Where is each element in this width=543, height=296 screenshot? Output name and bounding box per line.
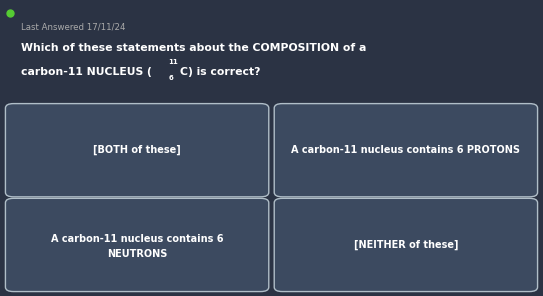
Text: carbon-11 NUCLEUS (: carbon-11 NUCLEUS (: [21, 67, 151, 77]
FancyBboxPatch shape: [274, 104, 538, 197]
FancyBboxPatch shape: [274, 198, 538, 292]
Text: Last Answered 17/11/24: Last Answered 17/11/24: [21, 22, 125, 31]
FancyBboxPatch shape: [5, 198, 269, 292]
FancyBboxPatch shape: [5, 104, 269, 197]
Text: 6: 6: [168, 75, 173, 81]
Text: [BOTH of these]: [BOTH of these]: [93, 145, 181, 155]
Text: A carbon-11 nucleus contains 6 PROTONS: A carbon-11 nucleus contains 6 PROTONS: [292, 145, 520, 155]
Text: Which of these statements about the COMPOSITION of a: Which of these statements about the COMP…: [21, 43, 366, 53]
Text: A carbon-11 nucleus contains 6: A carbon-11 nucleus contains 6: [51, 234, 223, 244]
Text: 11: 11: [168, 59, 178, 65]
Text: C) is correct?: C) is correct?: [180, 67, 261, 77]
Text: NEUTRONS: NEUTRONS: [107, 249, 167, 258]
Text: [NEITHER of these]: [NEITHER of these]: [353, 240, 458, 250]
